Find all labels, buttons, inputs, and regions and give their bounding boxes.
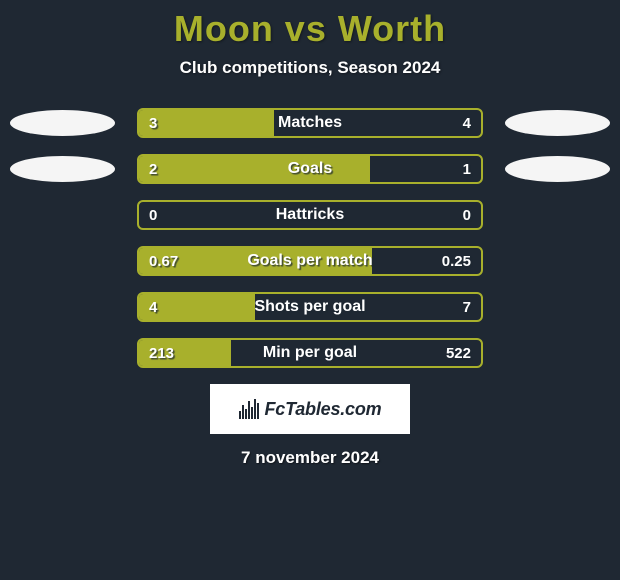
stat-row: 00Hattricks [0, 200, 620, 230]
stat-row: 0.670.25Goals per match [0, 246, 620, 276]
player-left-placeholder [10, 156, 115, 182]
stat-label: Goals [139, 156, 481, 182]
stat-label: Goals per match [139, 248, 481, 274]
stat-row: 213522Min per goal [0, 338, 620, 368]
stat-bar: 213522Min per goal [137, 338, 483, 368]
date-text: 7 november 2024 [0, 448, 620, 468]
stat-bar: 00Hattricks [137, 200, 483, 230]
bar-chart-icon [239, 399, 259, 419]
player-left-placeholder [10, 110, 115, 136]
stat-row: 21Goals [0, 154, 620, 184]
stat-bar: 34Matches [137, 108, 483, 138]
stat-rows: 34Matches 21Goals 00Hattricks 0.670.25Goals… [0, 108, 620, 368]
player-right-placeholder [505, 156, 610, 182]
stat-row: 47Shots per goal [0, 292, 620, 322]
stat-bar: 47Shots per goal [137, 292, 483, 322]
stat-row: 34Matches [0, 108, 620, 138]
stat-bar: 0.670.25Goals per match [137, 246, 483, 276]
comparison-card: Moon vs Worth Club competitions, Season … [0, 0, 620, 580]
brand-text: FcTables.com [265, 399, 382, 420]
stat-label: Shots per goal [139, 294, 481, 320]
player-right-placeholder [505, 110, 610, 136]
stat-label: Min per goal [139, 340, 481, 366]
stat-bar: 21Goals [137, 154, 483, 184]
page-title: Moon vs Worth [0, 8, 620, 50]
stat-label: Matches [139, 110, 481, 136]
page-subtitle: Club competitions, Season 2024 [0, 58, 620, 78]
stat-label: Hattricks [139, 202, 481, 228]
brand-badge[interactable]: FcTables.com [210, 384, 410, 434]
